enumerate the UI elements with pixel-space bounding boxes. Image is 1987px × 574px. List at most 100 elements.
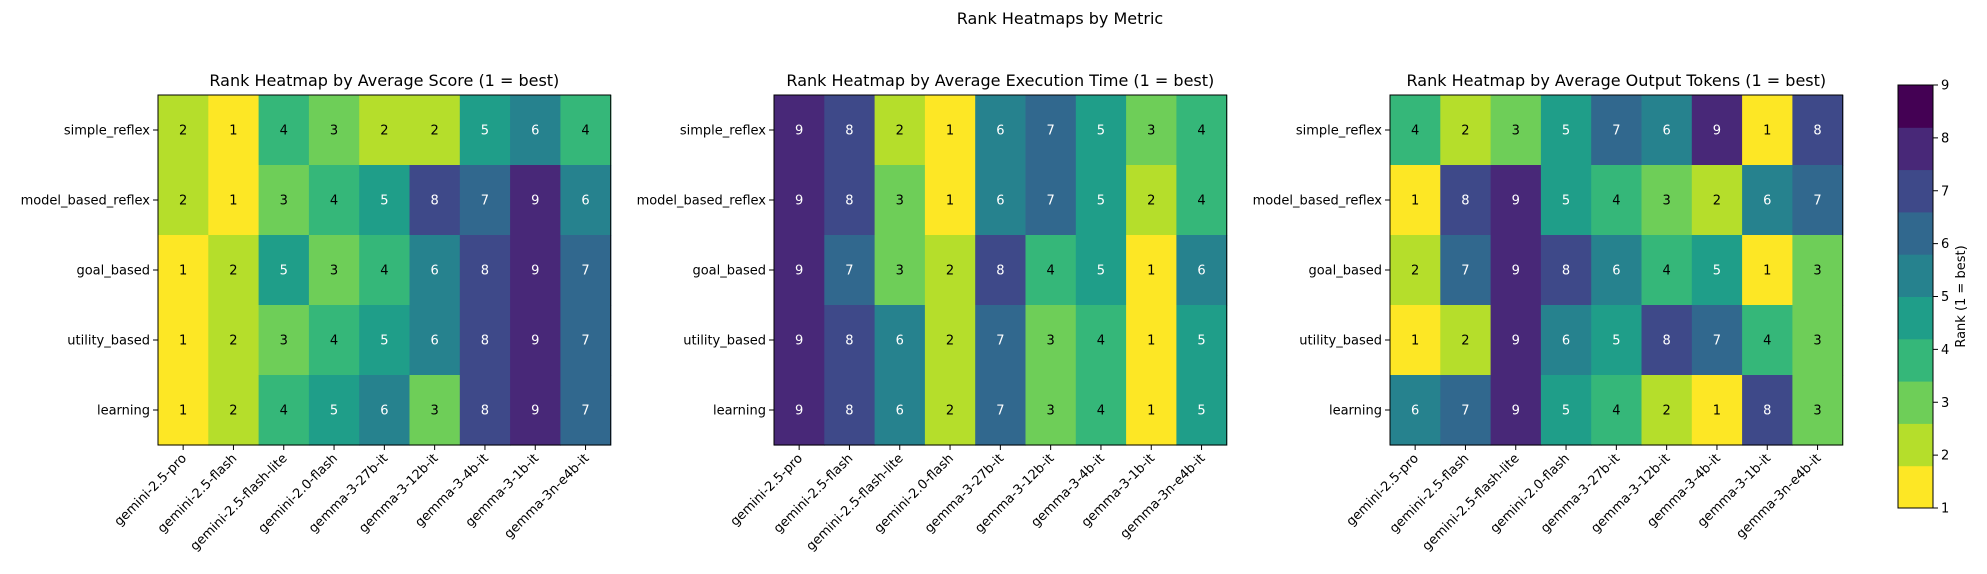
heatmap-cell [774, 235, 825, 306]
y-tick-label: learning [1329, 404, 1382, 419]
heatmap-cell [1075, 165, 1127, 236]
heatmap-cell [1792, 165, 1844, 236]
x-tick-label: gemma-3n-e4b-it [1734, 451, 1825, 542]
heatmap-cell [208, 375, 260, 446]
cell-value-label: 9 [531, 404, 539, 419]
heatmap-cell [158, 305, 209, 376]
cell-value-label: 2 [1147, 194, 1155, 209]
heatmap-cell [1025, 235, 1077, 306]
heatmap-panel-2: Rank Heatmap by Average Execution Time (… [637, 71, 1228, 554]
heatmap-cell [924, 95, 976, 166]
panel-title: Rank Heatmap by Average Execution Time (… [786, 71, 1214, 90]
heatmap-cell [824, 165, 876, 236]
heatmap-cell [158, 95, 209, 166]
colorbar-tick-label: 5 [1941, 290, 1949, 305]
cell-value-label: 1 [946, 124, 954, 139]
cell-value-label: 4 [1763, 334, 1771, 349]
heatmap-cell [1641, 235, 1693, 306]
cell-value-label: 7 [1713, 334, 1721, 349]
heatmap-cell [409, 375, 461, 446]
y-tick-label: learning [713, 404, 766, 419]
heatmap-cell [1126, 375, 1177, 446]
panel-title: Rank Heatmap by Average Score (1 = best) [209, 71, 559, 90]
cell-value-label: 8 [1461, 194, 1469, 209]
heatmap-cell [308, 165, 360, 236]
heatmap-cell [824, 375, 876, 446]
heatmap-cell [560, 235, 612, 306]
heatmap-cell [158, 165, 209, 236]
cell-value-label: 1 [229, 124, 237, 139]
cell-value-label: 3 [1147, 124, 1155, 139]
heatmap-cell [774, 375, 825, 446]
x-tick-label: gemini-2.5-flash-lite [804, 451, 907, 554]
cell-value-label: 9 [531, 264, 539, 279]
cell-value-label: 6 [431, 334, 439, 349]
heatmap-cell [1591, 235, 1643, 306]
cell-value-label: 2 [229, 264, 237, 279]
cell-value-label: 3 [1813, 404, 1821, 419]
cell-value-label: 2 [896, 124, 904, 139]
heatmap-cell [1540, 95, 1592, 166]
heatmap-cell [208, 235, 260, 306]
heatmap-cell [510, 305, 561, 376]
cell-value-label: 1 [1763, 264, 1771, 279]
cell-value-label: 7 [996, 334, 1004, 349]
heatmap-cell [1742, 375, 1793, 446]
cell-value-label: 3 [1663, 194, 1671, 209]
heatmap-cell [1075, 375, 1127, 446]
y-tick-label: simple_reflex [680, 124, 766, 139]
colorbar-segment [1898, 254, 1933, 297]
cell-value-label: 6 [996, 124, 1004, 139]
heatmap-cell [1176, 375, 1228, 446]
cell-value-label: 2 [1663, 404, 1671, 419]
cell-value-label: 2 [946, 264, 954, 279]
heatmap-cell [258, 95, 310, 166]
y-tick-label: simple_reflex [64, 124, 150, 139]
cell-value-label: 9 [1512, 334, 1520, 349]
cell-value-label: 2 [946, 404, 954, 419]
cell-value-label: 4 [330, 194, 338, 209]
colorbar-tick-label: 7 [1941, 184, 1949, 199]
cell-value-label: 9 [531, 334, 539, 349]
cell-value-label: 4 [1197, 124, 1205, 139]
cell-value-label: 3 [431, 404, 439, 419]
heatmap-cell [1641, 95, 1693, 166]
heatmap-cell [1390, 235, 1441, 306]
heatmap-cell [1742, 235, 1793, 306]
cell-value-label: 8 [845, 334, 853, 349]
cell-value-label: 1 [179, 264, 187, 279]
colorbar-tick-label: 9 [1941, 79, 1949, 94]
cell-value-label: 1 [229, 194, 237, 209]
cell-value-label: 5 [1562, 404, 1570, 419]
cell-value-label: 4 [1612, 404, 1620, 419]
heatmap-cell [308, 95, 360, 166]
heatmap-cell [510, 235, 561, 306]
cell-value-label: 6 [896, 404, 904, 419]
colorbar-segment [1898, 296, 1933, 340]
heatmap-cell [1440, 305, 1492, 376]
y-tick-label: simple_reflex [1296, 124, 1382, 139]
cell-value-label: 9 [1512, 404, 1520, 419]
heatmap-cell [459, 375, 511, 446]
heatmap-cell [1591, 95, 1643, 166]
heatmap-cell [975, 165, 1027, 236]
heatmap-cell [1591, 305, 1643, 376]
y-tick-label: model_based_reflex [637, 194, 767, 209]
y-tick-label: utility_based [683, 334, 766, 349]
cell-value-label: 5 [1713, 264, 1721, 279]
cell-value-label: 6 [581, 194, 589, 209]
cell-value-label: 7 [481, 194, 489, 209]
cell-value-label: 9 [531, 194, 539, 209]
cell-value-label: 4 [380, 264, 388, 279]
cell-value-label: 3 [1512, 124, 1520, 139]
cell-value-label: 9 [795, 264, 803, 279]
heatmap-cell [258, 165, 310, 236]
heatmap-cell [1490, 165, 1542, 236]
cell-value-label: 1 [1763, 124, 1771, 139]
cell-value-label: 3 [896, 264, 904, 279]
y-tick-label: utility_based [1299, 334, 1382, 349]
heatmap-cell [1591, 165, 1643, 236]
cell-value-label: 2 [1461, 334, 1469, 349]
colorbar-tick-label: 8 [1941, 131, 1949, 146]
